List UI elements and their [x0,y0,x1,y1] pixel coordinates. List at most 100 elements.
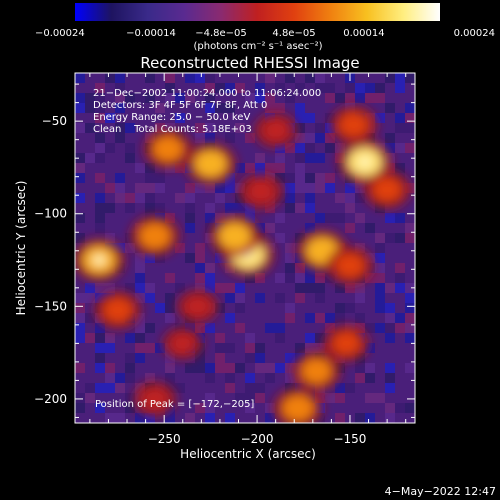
background-pixel [85,153,95,163]
background-pixel [315,273,325,283]
background-pixel [355,193,365,203]
x-tick-label: −200 [241,432,274,446]
background-pixel [205,103,215,113]
background-pixel [195,123,205,133]
background-pixel [185,363,195,373]
background-pixel [265,103,275,113]
background-pixel [165,353,175,363]
background-pixel [125,193,135,203]
background-pixel [75,193,85,203]
background-pixel [275,163,285,173]
background-pixel [115,123,125,133]
background-pixel [365,223,375,233]
emission-feature [335,253,365,278]
background-pixel [385,103,395,113]
background-pixel [225,173,235,183]
background-pixel [295,123,305,133]
background-pixel [75,83,85,93]
background-pixel [315,83,325,93]
background-pixel [275,143,285,153]
background-pixel [175,383,185,393]
background-pixel [285,213,295,223]
annotation-detectors: Detectors: 3F 4F 5F 6F 7F 8F, Att 0 [93,100,267,111]
background-pixel [305,173,315,183]
background-pixel [245,353,255,363]
background-pixel [395,123,405,133]
x-axis-label: Heliocentric X (arcsec) [180,447,316,461]
background-pixel [205,373,215,383]
background-pixel [115,103,125,113]
background-pixel [395,323,405,333]
background-pixel [395,403,405,413]
background-pixel [295,153,305,163]
background-pixel [85,103,95,113]
background-pixel [215,193,225,203]
background-pixel [345,193,355,203]
background-pixel [385,413,395,423]
background-pixel [225,293,235,303]
background-pixel [365,303,375,313]
background-pixel [195,133,205,143]
background-pixel [195,243,205,253]
background-pixel [155,303,165,313]
background-pixel [395,363,405,373]
background-pixel [245,273,255,283]
background-pixel [75,163,85,173]
background-pixel [255,83,265,93]
background-pixel [255,273,265,283]
background-pixel [275,293,285,303]
background-pixel [105,203,115,213]
background-pixel [165,413,175,423]
background-pixel [325,83,335,93]
background-pixel [205,223,215,233]
background-pixel [365,233,375,243]
background-pixel [375,233,385,243]
background-pixel [165,93,175,103]
background-pixel [305,193,315,203]
background-pixel [135,93,145,103]
background-pixel [245,343,255,353]
background-pixel [325,143,335,153]
background-pixel [345,223,355,233]
background-pixel [385,243,395,253]
background-pixel [155,333,165,343]
background-pixel [365,273,375,283]
background-pixel [405,363,415,373]
background-pixel [295,323,305,333]
background-pixel [105,373,115,383]
background-pixel [395,263,405,273]
background-pixel [295,273,305,283]
background-pixel [185,203,195,213]
background-pixel [145,283,155,293]
background-pixel [395,273,405,283]
background-pixel [205,123,215,133]
background-pixel [105,343,115,353]
background-pixel [335,393,345,403]
background-pixel [315,73,325,83]
y-tick-label: −200 [34,392,67,406]
background-pixel [95,93,105,103]
background-pixel [355,183,365,193]
background-pixel [155,173,165,183]
background-pixel [75,183,85,193]
background-pixel [105,363,115,373]
background-pixel [135,193,145,203]
background-pixel [105,403,115,413]
colorbar-tick-label: −4.8e−05 [195,28,247,39]
background-pixel [175,123,185,133]
background-pixel [405,323,415,333]
background-pixel [75,103,85,113]
background-pixel [325,123,335,133]
background-pixel [375,263,385,273]
background-pixel [135,263,145,273]
background-pixel [125,283,135,293]
background-pixel [145,323,155,333]
background-pixel [135,343,145,353]
background-pixel [205,323,215,333]
chart-title: Reconstructed RHESSI Image [140,54,359,72]
background-pixel [405,73,415,83]
background-pixel [155,183,165,193]
background-pixel [95,383,105,393]
background-pixel [295,203,305,213]
background-pixel [265,373,275,383]
